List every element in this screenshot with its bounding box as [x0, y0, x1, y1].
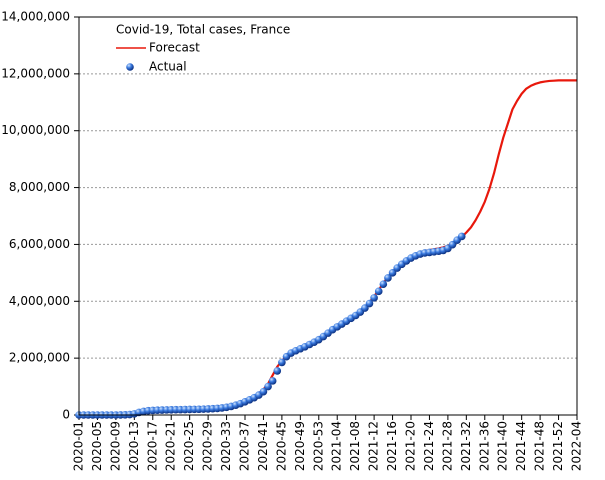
- x-tick-label: 2021-52: [551, 421, 565, 471]
- data-point: [379, 280, 388, 289]
- data-point: [374, 287, 383, 296]
- x-tick-label: 2021-48: [533, 421, 547, 471]
- y-tick-label: 2,000,000: [9, 351, 70, 365]
- data-point: [264, 382, 272, 391]
- data-point: [278, 358, 286, 367]
- plot-frame: [78, 16, 578, 416]
- x-tick-label: 2020-05: [90, 421, 104, 471]
- x-tick-label: 2021-28: [440, 421, 454, 471]
- x-tick-label: 2021-40: [496, 421, 510, 471]
- x-tick-label: 2020-45: [274, 421, 288, 471]
- legend-marker: [126, 63, 134, 71]
- legend: Covid-19, Total cases, France Forecast Ac…: [116, 23, 290, 74]
- x-tick-label: 2020-09: [108, 421, 122, 471]
- x-tick-label: 2020-29: [201, 421, 215, 471]
- y-tick-label: 12,000,000: [1, 66, 70, 80]
- x-tick-label: 2020-17: [145, 421, 159, 471]
- legend-label: Forecast: [149, 41, 200, 55]
- data-point: [273, 367, 282, 375]
- marks: [75, 79, 577, 419]
- data-point: [388, 269, 397, 277]
- legend-label: Actual: [149, 60, 187, 74]
- x-tick-label: 2021-32: [459, 421, 473, 471]
- data-point: [365, 299, 374, 308]
- data-point: [268, 377, 277, 385]
- x-tick-label: 2021-04: [330, 421, 344, 471]
- x-tick-label: 2021-20: [404, 421, 418, 471]
- x-tick-label: 2020-01: [72, 421, 86, 471]
- x-tick-label: 2021-24: [422, 421, 436, 471]
- x-tick-label: 2021-36: [477, 421, 491, 471]
- x-tick-label: 2020-25: [182, 421, 196, 471]
- y-tick-label: 6,000,000: [9, 237, 70, 251]
- grid: 0 2,000,000 4,000,000 6,000,000 8,000,000 10,…: [1, 10, 583, 472]
- x-tick-label: 2022-04: [570, 421, 584, 471]
- x-tick-label: 2020-21: [164, 421, 178, 471]
- x-tick-label: 2020-33: [219, 421, 233, 471]
- x-tick-label: 2021-16: [385, 421, 399, 471]
- x-tick-label: 2021-08: [348, 421, 362, 471]
- x-tick-label: 2020-13: [127, 421, 141, 471]
- y-tick-label: 4,000,000: [9, 294, 70, 308]
- y-tick-label: 10,000,000: [1, 123, 70, 137]
- x-tick-label: 2021-12: [367, 421, 381, 471]
- y-tick-label: 0: [62, 408, 70, 422]
- data-point: [370, 294, 378, 302]
- data-point: [457, 232, 466, 241]
- x-tick-label: 2021-44: [514, 421, 528, 471]
- x-tick-label: 2020-37: [238, 421, 252, 471]
- x-tick-label: 2020-49: [293, 421, 307, 471]
- y-tick-label: 8,000,000: [9, 180, 70, 194]
- x-tick-label: 2020-41: [256, 421, 270, 471]
- chart-title: Covid-19, Total cases, France: [116, 23, 290, 37]
- data-point: [259, 387, 268, 396]
- data-point: [384, 274, 392, 282]
- x-tick-label: 2020-53: [311, 421, 325, 471]
- y-tick-label: 14,000,000: [1, 10, 70, 24]
